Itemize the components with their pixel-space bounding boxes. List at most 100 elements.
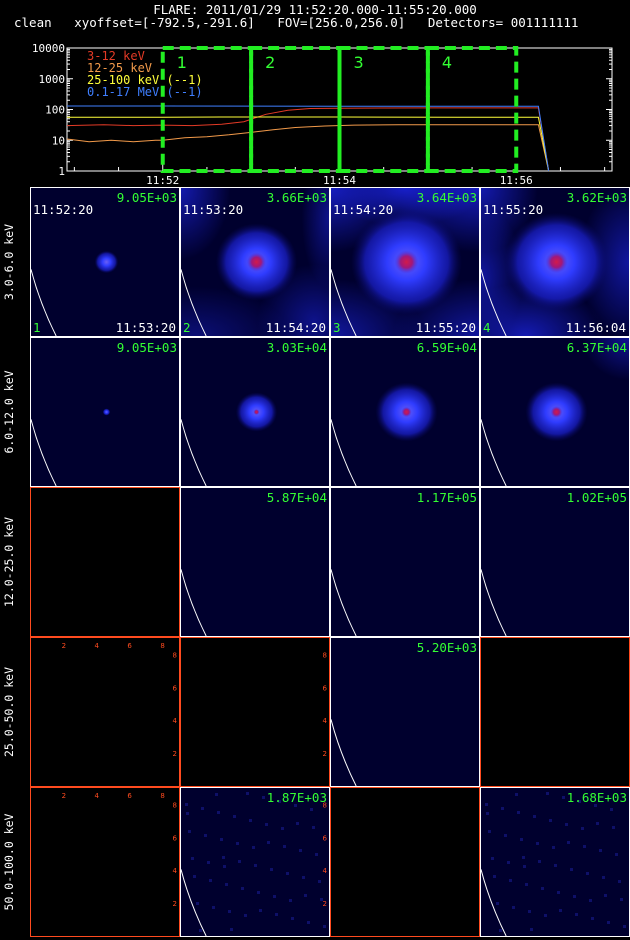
axis-tick-label: 6	[173, 834, 178, 842]
noise-speck	[193, 875, 196, 878]
peak-value-label: 9.05E+03	[116, 340, 177, 355]
start-time-label: 11:54:20	[333, 202, 394, 217]
image-map	[331, 488, 479, 636]
interval-label: 3	[354, 53, 364, 72]
noise-speck	[307, 921, 310, 924]
noise-speck	[589, 899, 592, 902]
image-cell: 2 2 4 4 6 6 8 8	[31, 788, 179, 936]
noise-speck	[196, 902, 199, 905]
noise-speck	[554, 864, 557, 867]
noise-speck	[507, 861, 510, 864]
legend-entry: 12-25 keV	[87, 61, 152, 75]
source-core	[253, 409, 260, 415]
noise-speck	[520, 838, 523, 841]
noise-speck	[315, 853, 318, 856]
interval-box	[425, 46, 519, 173]
peak-value-label: 9.05E+03	[116, 190, 177, 205]
interval-box	[337, 46, 430, 173]
end-time-label: 11:55:20	[415, 320, 476, 335]
background-emission	[582, 338, 629, 381]
noise-speck	[299, 849, 302, 852]
image-map: 2 2 4 4 6 6 8 8	[62, 642, 178, 758]
noise-speck	[525, 883, 528, 886]
noise-speck	[241, 887, 244, 890]
start-time-label: 11:52:20	[33, 202, 94, 217]
lightcurve-series-line	[66, 107, 550, 172]
noise-speck	[515, 793, 518, 796]
noise-speck	[557, 891, 560, 894]
peak-value-label: 6.59E+04	[416, 340, 477, 355]
noise-speck	[607, 921, 610, 924]
interval-label: 4	[442, 53, 452, 72]
noise-speck	[530, 928, 533, 931]
noise-speck	[289, 899, 292, 902]
limb-curve	[481, 269, 507, 336]
noise-speck	[586, 872, 589, 875]
noise-speck	[209, 879, 212, 882]
end-time-label: 11:54:20	[265, 320, 326, 335]
axis-tick-label: 8	[173, 651, 177, 659]
noise-speck	[222, 856, 225, 859]
end-time-label: 11:56:04	[565, 320, 626, 335]
axis-tick-label: 4	[173, 717, 178, 725]
energy-band-label: 3.0-6.0 keV	[2, 223, 16, 301]
noise-speck	[310, 808, 313, 811]
plot-header-params: clean xyoffset=[-792.5,-291.6] FOV=[256.…	[14, 15, 579, 30]
peak-value-label: 3.03E+04	[266, 340, 327, 355]
image-cell: 2 4 6 8 1.87E+03	[181, 788, 329, 936]
x-tick-label: 11:54	[323, 174, 356, 187]
interval-box	[249, 46, 342, 173]
limb-curve	[331, 719, 357, 786]
noise-speck	[509, 879, 512, 882]
noise-speck	[238, 860, 241, 863]
noise-speck	[559, 909, 562, 912]
image-cell	[331, 788, 479, 936]
noise-speck	[552, 846, 555, 849]
map-background	[481, 488, 629, 636]
noise-speck	[304, 894, 307, 897]
interval-index-label: 4	[483, 320, 491, 335]
noise-speck	[504, 834, 507, 837]
noise-speck	[581, 827, 584, 830]
noise-speck	[254, 864, 257, 867]
source-core	[401, 406, 412, 418]
image-map	[31, 338, 179, 486]
noise-speck	[546, 792, 549, 795]
source-blob	[102, 408, 111, 416]
noise-speck	[249, 819, 252, 822]
limb-curve	[31, 269, 57, 336]
noise-speck	[275, 913, 278, 916]
peak-value-label: 3.64E+03	[416, 190, 477, 205]
map-background	[331, 638, 479, 786]
limb-curve	[331, 419, 357, 486]
noise-speck	[233, 815, 236, 818]
noise-speck	[615, 853, 618, 856]
limb-curve	[481, 419, 507, 486]
peak-value-label: 5.87E+04	[266, 490, 327, 505]
energy-band-label: 50.0-100.0 keV	[2, 813, 16, 911]
noise-speck	[246, 792, 249, 795]
limb-curve	[181, 569, 207, 636]
noise-speck	[533, 815, 536, 818]
noise-speck	[488, 830, 491, 833]
noise-speck	[252, 846, 255, 849]
noise-speck	[323, 925, 326, 928]
noise-speck	[262, 796, 265, 799]
noise-speck	[501, 807, 504, 810]
peak-value-label: 1.17E+05	[416, 490, 477, 505]
image-map	[31, 488, 179, 636]
peak-value-label: 5.20E+03	[416, 640, 477, 655]
noise-speck	[281, 827, 284, 830]
noise-speck	[302, 876, 305, 879]
noise-speck	[612, 826, 615, 829]
noise-speck	[591, 917, 594, 920]
image-cell: 3.03E+04	[181, 338, 329, 486]
axis-tick-label: 8	[173, 801, 177, 809]
noise-speck	[573, 895, 576, 898]
noise-speck	[485, 803, 488, 806]
x-tick-label: 11:56	[500, 174, 533, 187]
background-emission	[392, 279, 479, 336]
peak-value-label: 3.66E+03	[266, 190, 327, 205]
image-map	[331, 338, 479, 486]
image-map	[481, 488, 629, 636]
